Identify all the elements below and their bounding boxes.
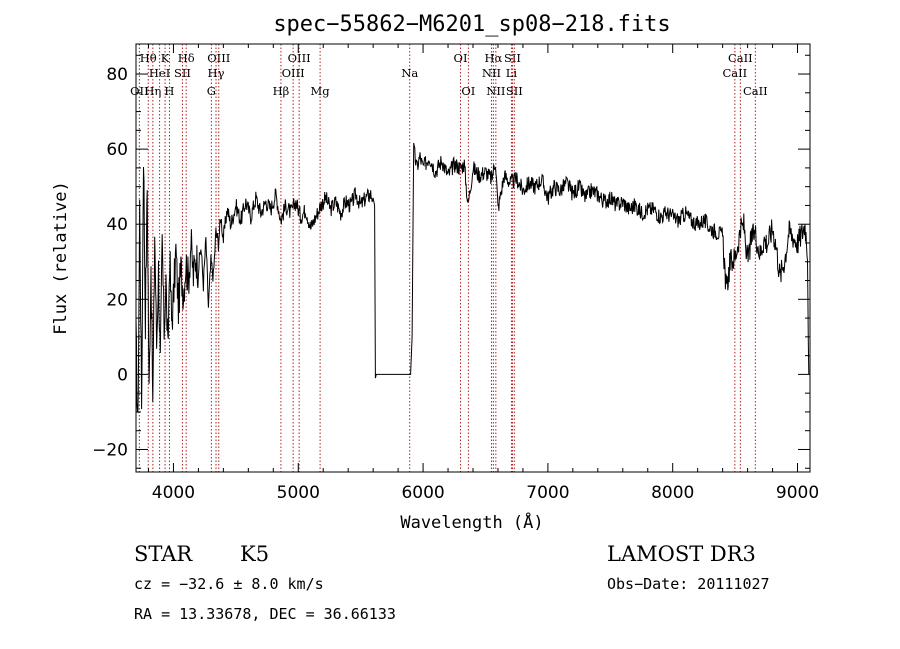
redshift-velocity: cz = −32.6 ± 8.0 km/s [134,575,324,593]
plot-frame [135,43,811,473]
y-tick-label-5: 80 [106,65,128,85]
marker-label-8: OIII [207,51,230,65]
y-tick-label-3: 40 [106,215,128,235]
marker-label-11: Hβ [273,84,290,98]
marker-label-23: SII [506,84,523,98]
y-tick-label-0: −20 [92,440,128,460]
marker-label-19: NII [482,66,501,80]
marker-label-5: H [164,84,174,98]
marker-label-12: OIII [288,51,311,65]
marker-label-10: G [207,84,216,98]
marker-label-3: HeI [149,66,170,80]
marker-label-4: K [161,51,170,65]
axis-ticks: 4000 5000 6000 7000 8000 9000 −20 0 20 40 60 80 [92,44,819,503]
marker-label-7: Hδ [178,51,195,65]
marker-label-2: Hη [144,84,161,98]
x-tick-label-0: 4000 [152,483,195,503]
marker-label-0: Hθ [140,51,157,65]
series-layer [135,142,810,414]
marker-label-18: Hα [484,51,502,65]
marker-label-21: SII [504,51,521,65]
x-tick-label-5: 9000 [776,483,819,503]
x-tick-label-4: 8000 [651,483,694,503]
marker-label-22: Li [506,66,518,80]
marker-label-16: OI [454,51,468,65]
coordinates: RA = 13.33678, DEC = 36.66133 [134,605,396,623]
marker-label-26: CaII [743,84,768,98]
series-flux-line [135,142,810,414]
marker-label-13: OIII [282,66,305,80]
object-class: STAR [134,542,193,566]
marker-label-1: OII [130,84,149,98]
survey-name: LAMOST DR3 [607,542,756,566]
chart-title: spec−55862−M6201_sp08−218.fits [273,12,670,37]
y-tick-label-2: 20 [106,290,128,310]
observation-date: Obs−Date: 20111027 [607,575,770,593]
marker-label-25: CaII [722,66,747,80]
marker-label-6: SII [174,66,191,80]
y-tick-label-4: 60 [106,140,128,160]
marker-label-17: OI [461,84,475,98]
x-axis-label: Wavelength (Å) [400,511,543,533]
marker-label-9: Hγ [208,66,225,80]
x-tick-label-2: 6000 [401,483,444,503]
marker-label-20: NII [486,84,505,98]
marker-label-24: CaII [728,51,753,65]
y-axis-label: Flux (relative) [51,181,71,335]
x-tick-label-3: 7000 [526,483,569,503]
x-tick-label-1: 5000 [277,483,320,503]
marker-label-14: Mg [311,84,331,98]
object-subclass: K5 [240,542,269,566]
marker-label-15: Na [401,66,418,80]
y-tick-label-1: 0 [117,365,128,385]
